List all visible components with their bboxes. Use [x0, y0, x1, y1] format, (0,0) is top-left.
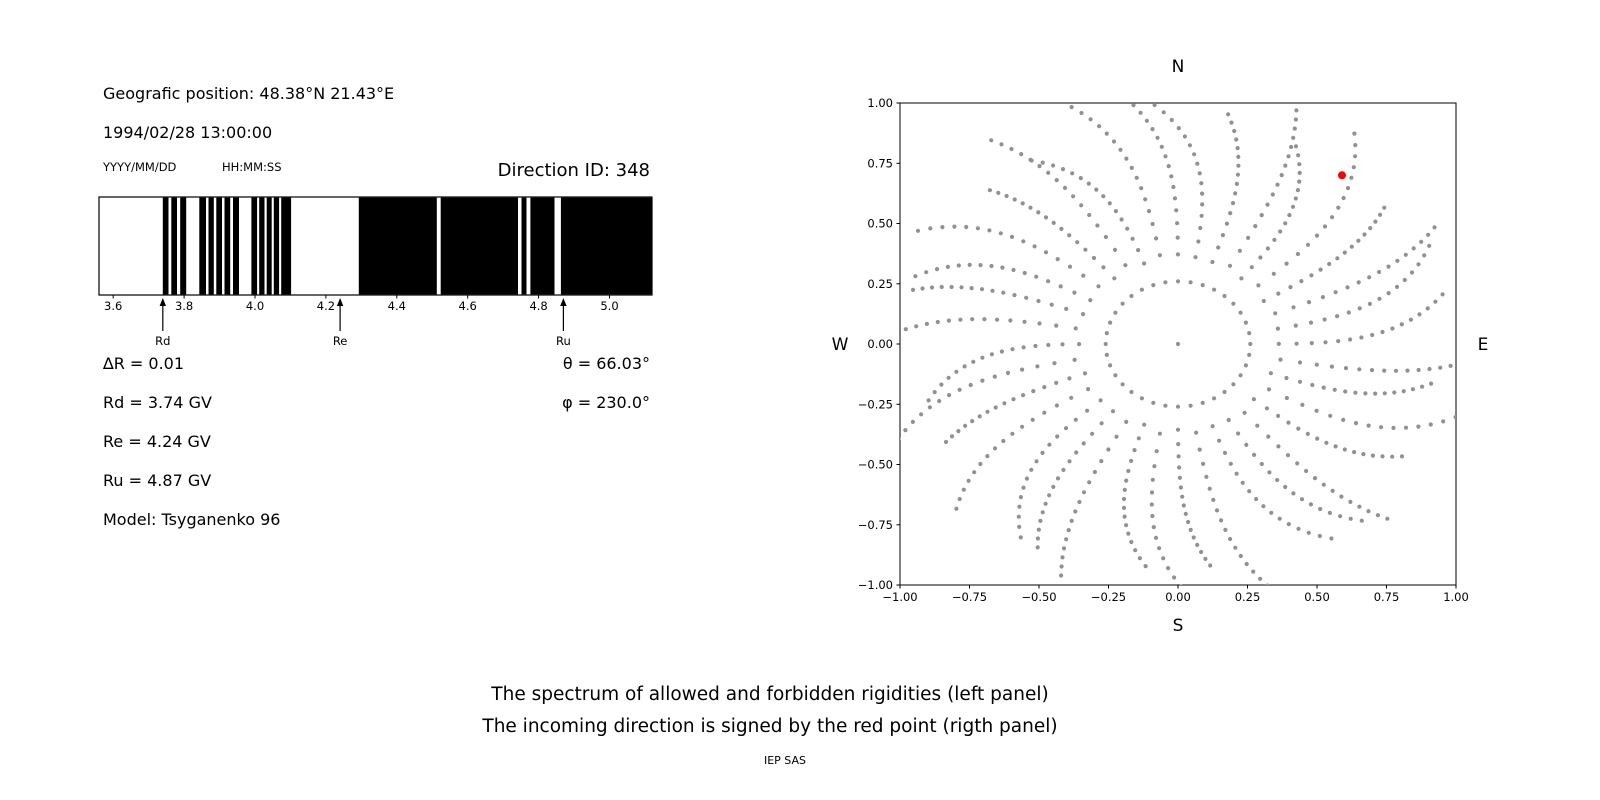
rd-value: Rd = 3.74 GV	[103, 393, 212, 412]
svg-text:4.6: 4.6	[459, 299, 477, 313]
geographic-position-label: Geografic position: 48.38°N 21.43°E	[103, 84, 395, 103]
svg-text:−0.50: −0.50	[1021, 590, 1056, 604]
compass-north-label: N	[1171, 57, 1185, 77]
svg-text:3.8: 3.8	[175, 299, 193, 313]
delta-r-value: ∆R = 0.01	[103, 354, 185, 373]
svg-text:4.0: 4.0	[246, 299, 264, 313]
svg-text:Re: Re	[333, 334, 348, 348]
svg-text:0.75: 0.75	[867, 156, 893, 170]
re-value: Re = 4.24 GV	[103, 432, 211, 451]
svg-text:−0.25: −0.25	[1091, 590, 1126, 604]
datetime-label: 1994/02/28 13:00:00	[103, 123, 273, 142]
svg-text:−1.00: −1.00	[882, 590, 917, 604]
direction-dots	[900, 103, 1456, 585]
svg-text:−1.00: −1.00	[858, 578, 893, 592]
time-format-label: HH:MM:SS	[222, 160, 282, 174]
direction-plot-svg: −1.00 −0.75 −0.50 −0.25 0.00 0.25 0.50 0.75 1.00…	[858, 96, 1469, 604]
model-label: Model: Tsyganenko 96	[103, 510, 281, 529]
svg-text:1.00: 1.00	[1443, 590, 1469, 604]
caption-line-1: The spectrum of allowed and forbidden ri…	[491, 684, 1049, 705]
svg-text:−0.75: −0.75	[952, 590, 987, 604]
date-format-label: YYYY/MM/DD	[103, 160, 177, 174]
svg-text:0.25: 0.25	[1235, 590, 1261, 604]
svg-text:−0.75: −0.75	[858, 518, 893, 532]
compass-west-label: W	[831, 335, 849, 355]
ru-value: Ru = 4.87 GV	[103, 471, 212, 490]
svg-text:0.50: 0.50	[1304, 590, 1330, 604]
svg-text:0.00: 0.00	[867, 337, 893, 351]
svg-text:Rd: Rd	[155, 334, 170, 348]
svg-text:4.4: 4.4	[388, 299, 406, 313]
svg-text:0.00: 0.00	[1165, 590, 1191, 604]
svg-text:3.6: 3.6	[104, 299, 122, 313]
svg-text:0.75: 0.75	[1374, 590, 1400, 604]
svg-text:0.50: 0.50	[867, 217, 893, 231]
phi-value: φ = 230.0°	[562, 393, 650, 412]
compass-south-label: S	[1172, 616, 1184, 636]
svg-text:4.8: 4.8	[529, 299, 547, 313]
caption-line-2: The incoming direction is signed by the …	[482, 716, 1058, 737]
svg-text:1.00: 1.00	[867, 96, 893, 110]
svg-text:−0.50: −0.50	[858, 458, 893, 472]
direction-id-label: Direction ID: 348	[497, 160, 650, 181]
rigidity-spectrum-svg: 3.6 3.8 4.0 4.2 4.4 4.6 4.8 5.0 Rd Re Ru	[98, 196, 653, 348]
red-incoming-direction-point	[1338, 171, 1346, 180]
svg-text:4.2: 4.2	[317, 299, 335, 313]
svg-text:0.25: 0.25	[867, 277, 893, 291]
svg-text:−0.25: −0.25	[858, 397, 893, 411]
svg-text:Ru: Ru	[556, 334, 571, 348]
footer-credit: IEP SAS	[763, 754, 807, 767]
compass-east-label: E	[1477, 335, 1489, 355]
svg-text:5.0: 5.0	[600, 299, 618, 313]
theta-value: θ = 66.03°	[562, 354, 650, 373]
